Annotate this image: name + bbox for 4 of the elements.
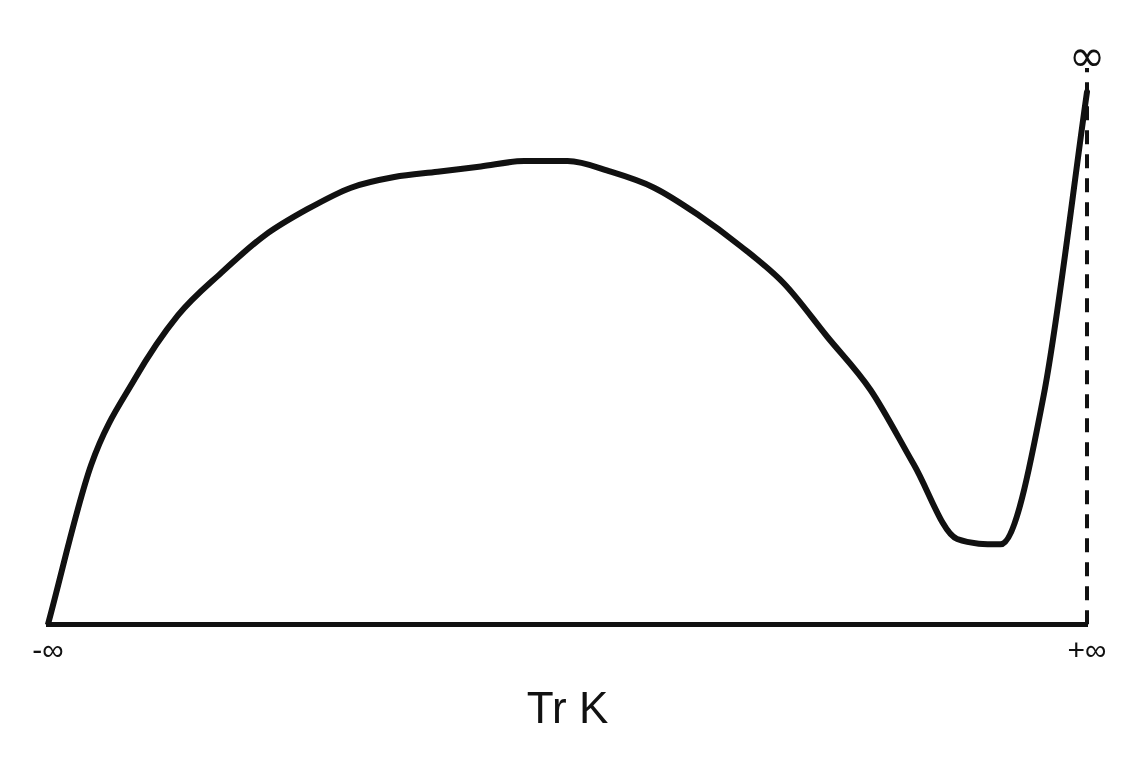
annotation: ∞ <box>1068 30 1106 82</box>
x-tick-label: -∞ <box>32 633 64 667</box>
x-axis-title: Tr K <box>526 682 609 732</box>
x-tick-label: +∞ <box>1067 633 1107 667</box>
